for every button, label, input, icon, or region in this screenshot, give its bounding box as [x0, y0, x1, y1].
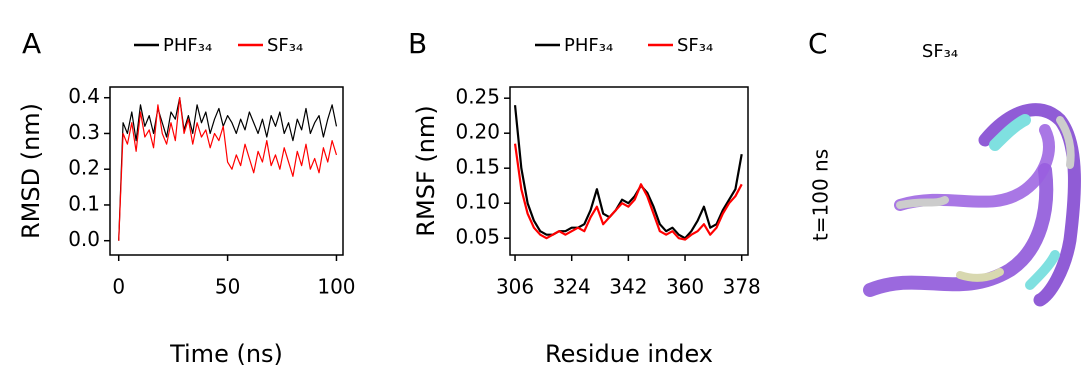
y-tick-label: 0.10: [455, 190, 500, 214]
x-tick-label: 100: [317, 275, 355, 299]
panel-label: C: [808, 27, 828, 60]
x-tick-label: 0: [112, 275, 125, 299]
series-line: [119, 98, 337, 241]
panel-label: B: [408, 27, 427, 60]
figure: C SF₃₄ t=100 ns A 0.0 0.1 0.2 0.3 0.4 0 50 100 PH…: [0, 0, 1089, 370]
x-tick-label: 50: [215, 275, 240, 299]
y-tick-label: 0.15: [455, 155, 500, 179]
y-tick-label: 0.0: [68, 227, 100, 251]
x-tick-label: 378: [723, 275, 761, 299]
legend-label: SF₃₄: [267, 35, 303, 56]
plot-frame: [110, 87, 343, 255]
series-line: [515, 105, 742, 238]
x-axis-title: Time (ns): [169, 340, 283, 368]
x-axis-title: Residue index: [545, 340, 713, 368]
x-tick-label: 342: [609, 275, 647, 299]
y-axis-title: RMSD (nm): [17, 103, 45, 239]
y-tick-label: 0.20: [455, 120, 500, 144]
legend-label: PHF₃₄: [564, 35, 613, 56]
legend-label: SF₃₄: [677, 35, 713, 56]
page: C SF₃₄ t=100 ns A 0.0 0.1 0.2 0.3 0.4 0 50 100 PH…: [0, 0, 1089, 370]
y-tick-label: 0.3: [68, 120, 100, 144]
legend-label: PHF₃₄: [163, 35, 212, 56]
y-tick-label: 0.05: [455, 225, 500, 249]
x-tick-label: 306: [496, 275, 534, 299]
y-tick-label: 0.1: [68, 191, 100, 215]
structure-title: SF₃₄: [922, 41, 958, 62]
protein-structure: [870, 110, 1074, 300]
y-axis-title: RMSF (nm): [412, 105, 440, 236]
y-tick-label: 0.25: [455, 85, 500, 109]
panel-label: A: [22, 27, 41, 60]
series-line: [515, 144, 742, 240]
y-tick-label: 0.2: [68, 156, 100, 180]
x-tick-label: 324: [553, 275, 591, 299]
plot-frame: [510, 87, 748, 255]
x-tick-label: 360: [666, 275, 704, 299]
y-tick-label: 0.4: [68, 84, 100, 108]
time-label: t=100 ns: [809, 149, 833, 241]
